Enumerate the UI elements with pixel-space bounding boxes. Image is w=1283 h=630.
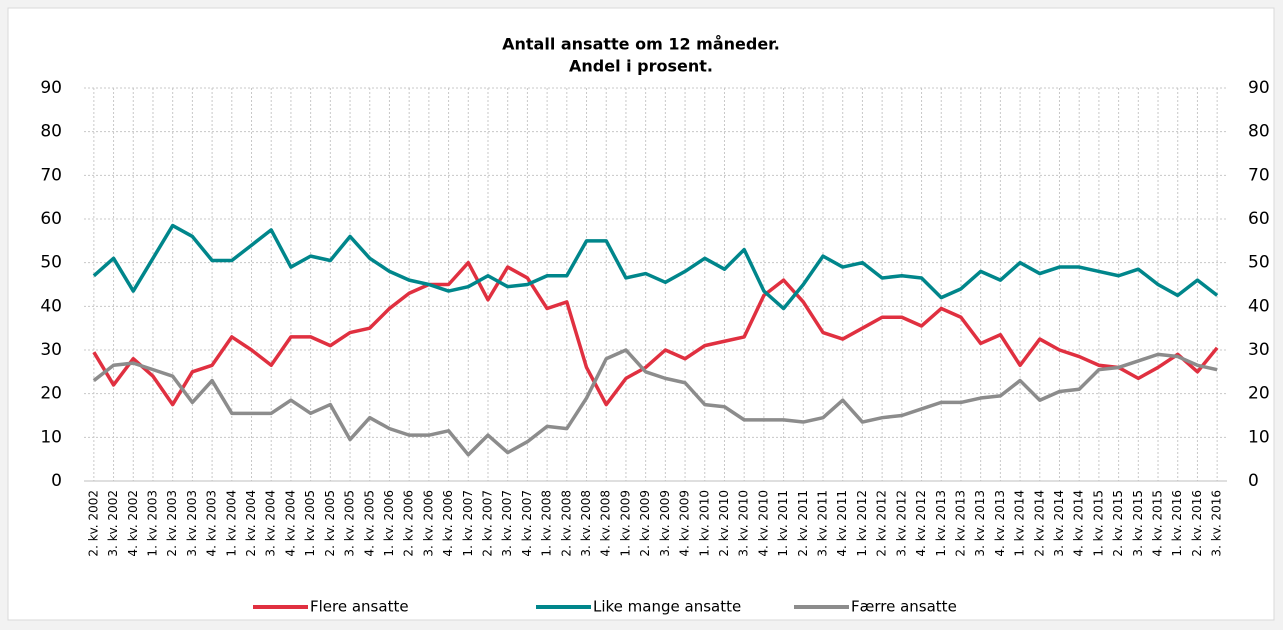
x-tick-label: 4. kv. 2011 bbox=[835, 490, 849, 557]
y2-tick-label: 70 bbox=[1248, 165, 1270, 185]
x-tick-label: 1. kv. 2007 bbox=[461, 490, 475, 557]
x-tick-label: 1. kv. 2011 bbox=[776, 490, 790, 557]
y2-tick-label: 10 bbox=[1248, 427, 1270, 447]
x-tick-label: 2. kv. 2009 bbox=[638, 490, 652, 557]
x-tick-label: 3. kv. 2016 bbox=[1210, 490, 1224, 557]
x-tick-label: 1. kv. 2016 bbox=[1170, 490, 1184, 557]
x-tick-label: 2. kv. 2010 bbox=[717, 490, 731, 557]
x-tick-label: 4. kv. 2006 bbox=[441, 490, 455, 557]
x-tick-label: 1. kv. 2009 bbox=[618, 490, 632, 557]
legend-label: Flere ansatte bbox=[310, 598, 409, 616]
x-tick-label: 2. kv. 2005 bbox=[323, 490, 337, 557]
x-tick-label: 3. kv. 2013 bbox=[973, 490, 987, 557]
x-tick-label: 1. kv. 2012 bbox=[855, 490, 869, 557]
x-tick-label: 4. kv. 2015 bbox=[1151, 490, 1165, 557]
y2-tick-label: 50 bbox=[1248, 253, 1270, 273]
x-tick-label: 2. kv. 2007 bbox=[480, 490, 494, 557]
x-tick-label: 1. kv. 2005 bbox=[303, 490, 317, 557]
x-tick-label: 2. kv. 2002 bbox=[86, 490, 100, 557]
series-line bbox=[92, 260, 1219, 407]
x-tick-label: 3. kv. 2006 bbox=[421, 490, 435, 557]
y-tick-label: 70 bbox=[40, 165, 62, 185]
x-tick-label: 1. kv. 2014 bbox=[1013, 490, 1027, 557]
y-tick-label: 90 bbox=[40, 78, 62, 98]
x-tick-label: 4. kv. 2009 bbox=[678, 490, 692, 557]
x-tick-label: 4. kv. 2003 bbox=[205, 490, 219, 557]
series-line bbox=[92, 348, 1218, 457]
x-tick-label: 2. kv. 2008 bbox=[559, 490, 573, 557]
x-tick-label: 3. kv. 2005 bbox=[343, 490, 357, 557]
x-tick-label: 1. kv. 2013 bbox=[934, 490, 948, 557]
y-tick-label: 0 bbox=[51, 471, 62, 491]
x-tick-label: 3. kv. 2003 bbox=[185, 490, 199, 557]
x-tick-label: 4. kv. 2012 bbox=[914, 490, 928, 557]
x-tick-label: 4. kv. 2004 bbox=[283, 490, 297, 557]
x-tick-label: 2. kv. 2011 bbox=[796, 490, 810, 557]
x-tick-label: 1. kv. 2015 bbox=[1091, 490, 1105, 557]
x-tick-label: 4. kv. 2010 bbox=[756, 490, 770, 557]
x-tick-label: 2. kv. 2014 bbox=[1032, 490, 1046, 557]
x-tick-label: 2. kv. 2015 bbox=[1111, 490, 1125, 557]
chart-panel bbox=[7, 7, 1275, 621]
x-tick-label: 3. kv. 2011 bbox=[816, 490, 830, 557]
x-tick-label: 4. kv. 2013 bbox=[993, 490, 1007, 557]
y2-tick-label: 40 bbox=[1248, 296, 1270, 316]
x-tick-label: 4. kv. 2007 bbox=[520, 490, 534, 557]
legend-label: Færre ansatte bbox=[851, 598, 957, 616]
x-tick-label: 3. kv. 2002 bbox=[106, 490, 120, 557]
x-tick-label: 4. kv. 2014 bbox=[1072, 490, 1086, 557]
series-line bbox=[92, 223, 1219, 311]
x-tick-label: 1. kv. 2004 bbox=[224, 490, 238, 557]
legend-label: Like mange ansatte bbox=[593, 598, 741, 616]
x-tick-label: 3. kv. 2004 bbox=[264, 490, 278, 557]
x-tick-label: 3. kv. 2014 bbox=[1052, 490, 1066, 557]
x-tick-label: 3. kv. 2012 bbox=[894, 490, 908, 557]
y2-tick-label: 80 bbox=[1248, 122, 1270, 142]
y2-tick-label: 30 bbox=[1248, 340, 1270, 360]
x-tick-label: 1. kv. 2006 bbox=[382, 490, 396, 557]
x-tick-label: 4. kv. 2005 bbox=[362, 490, 376, 557]
x-tick-label: 2. kv. 2006 bbox=[402, 490, 416, 557]
x-tick-label: 2. kv. 2004 bbox=[244, 490, 258, 557]
x-tick-label: 1. kv. 2008 bbox=[540, 490, 554, 557]
y2-tick-label: 90 bbox=[1248, 78, 1270, 98]
y2-tick-label: 0 bbox=[1248, 471, 1259, 491]
y2-tick-label: 20 bbox=[1248, 384, 1270, 404]
y-tick-label: 50 bbox=[40, 253, 62, 273]
x-tick-label: 4. kv. 2002 bbox=[126, 490, 140, 557]
x-tick-label: 3. kv. 2009 bbox=[658, 490, 672, 557]
x-tick-label: 2. kv. 2003 bbox=[165, 490, 179, 557]
y-tick-label: 10 bbox=[40, 427, 62, 447]
x-tick-label: 4. kv. 2008 bbox=[599, 490, 613, 557]
y-tick-label: 80 bbox=[40, 122, 62, 142]
y-tick-label: 20 bbox=[40, 384, 62, 404]
x-tick-label: 2. kv. 2016 bbox=[1190, 490, 1204, 557]
y-tick-label: 30 bbox=[40, 340, 62, 360]
x-tick-label: 3. kv. 2007 bbox=[500, 490, 514, 557]
x-tick-label: 1. kv. 2010 bbox=[697, 490, 711, 557]
x-tick-label: 3. kv. 2010 bbox=[737, 490, 751, 557]
x-tick-label: 3. kv. 2008 bbox=[579, 490, 593, 557]
x-tick-label: 2. kv. 2012 bbox=[875, 490, 889, 557]
y2-tick-label: 60 bbox=[1248, 209, 1270, 229]
chart-title: Antall ansatte om 12 måneder. bbox=[502, 35, 780, 54]
x-tick-label: 2. kv. 2013 bbox=[953, 490, 967, 557]
x-tick-label: 3. kv. 2015 bbox=[1131, 490, 1145, 557]
y-tick-label: 60 bbox=[40, 209, 62, 229]
x-tick-label: 1. kv. 2003 bbox=[145, 490, 159, 557]
y-tick-label: 40 bbox=[40, 296, 62, 316]
chart-subtitle: Andel i prosent. bbox=[569, 57, 713, 76]
